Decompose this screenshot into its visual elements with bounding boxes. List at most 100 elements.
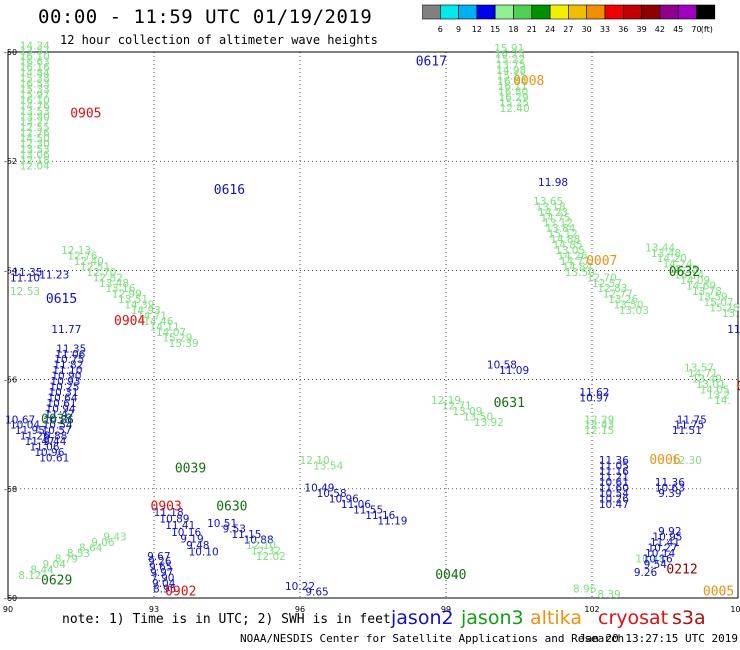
- wave-height-value: 13.01: [696, 379, 726, 391]
- wave-height-value: 13.84: [545, 223, 575, 235]
- wave-height-value: 10.51: [207, 518, 237, 530]
- scale-tick-label: 39: [637, 25, 647, 34]
- pass-time-label: 0902: [165, 584, 196, 599]
- wave-height-value: 13.49: [692, 373, 722, 385]
- wave-height-value: 12.15: [584, 425, 614, 437]
- wave-height-value: 13.48: [651, 248, 681, 260]
- wave-height-value: 14.84: [20, 68, 50, 80]
- footer-note: note: 1) Time is in UTC; 2) SWH is in fe…: [62, 612, 391, 627]
- wave-height-value: 14.84: [562, 261, 592, 273]
- footer-timestamp: Jan 20 13:27:15 UTC 2019: [579, 632, 738, 645]
- lat-tick-label: -60: [4, 594, 17, 603]
- wave-height-value: 9.67: [147, 551, 170, 563]
- pass-time-label: 0617: [416, 55, 447, 70]
- wave-height-value: 13.53: [20, 144, 50, 156]
- wave-height-value: 13.03: [619, 305, 649, 317]
- wave-height-value: 13.80: [20, 111, 50, 123]
- wave-height-value: 13.78: [692, 286, 722, 298]
- wave-height-value: 16.80: [498, 87, 528, 99]
- wave-height-value: 12.32: [251, 545, 281, 557]
- wave-height-value: 11.23: [39, 270, 69, 282]
- wave-height-value: 8.39: [597, 589, 620, 601]
- wave-height-value: 14.98: [496, 65, 526, 77]
- wave-height-value: 13.57: [20, 46, 50, 58]
- wave-height-value: 13.50: [613, 300, 643, 312]
- pass-time-label: 0616: [214, 183, 245, 198]
- wave-height-value: 11.36: [655, 477, 685, 489]
- wave-height-value: 13.26: [608, 294, 638, 306]
- wave-height-value: 14.11: [150, 321, 180, 333]
- wave-height-value: 12.02: [256, 551, 286, 563]
- wave-height-value: 10.75: [54, 354, 84, 366]
- wave-height-value: 9.92: [658, 526, 681, 538]
- wave-height-value: 13.57: [684, 362, 714, 374]
- pass-time-label: 0904: [114, 314, 145, 329]
- pass-time-label: 0: [737, 380, 740, 395]
- wave-height-value: 14.39: [124, 300, 154, 312]
- wave-height-value: 9.43: [103, 532, 126, 544]
- pass-time-label: 0040: [435, 568, 466, 583]
- wave-height-value: 9.65: [305, 586, 328, 598]
- wave-height-value: 9.97: [150, 567, 173, 579]
- wave-height-value: 11.21: [599, 472, 629, 484]
- wave-height-value: 10.26: [599, 493, 629, 505]
- wave-height-value: 11.77: [51, 324, 81, 336]
- lat-tick-label: -58: [4, 485, 17, 494]
- pass-time-label: 0038: [41, 412, 72, 427]
- wave-height-value: 11.95: [15, 425, 45, 437]
- wave-height-value: 13.06: [20, 149, 50, 161]
- wave-height-value: 15.39: [169, 338, 199, 350]
- scale-tick-label: 70: [691, 25, 701, 34]
- pass-time-label: 0905: [70, 107, 101, 122]
- legend-cryosat: cryosat: [598, 607, 669, 629]
- wave-height-value: 13.75: [496, 59, 526, 71]
- wave-height-value: 14.71: [137, 311, 167, 323]
- wave-height-value: 16.10: [20, 95, 50, 107]
- wave-height-value: 8.79: [55, 554, 78, 566]
- wave-height-value: 13.51: [118, 294, 148, 306]
- wave-height-value: 15.12: [548, 229, 578, 241]
- wave-height-value: 11.36: [599, 455, 629, 467]
- wave-height-value: 12.83: [597, 283, 627, 295]
- wave-height-value: 14.50: [20, 133, 50, 145]
- legend-s3a: s3a: [672, 607, 706, 629]
- wave-height-value: 10.48: [635, 554, 665, 566]
- scale-tick-label: 45: [673, 25, 683, 34]
- wave-height-value: 12.30: [20, 139, 50, 151]
- footer-credit: NOAA/NESDIS Center for Satellite Applica…: [240, 632, 625, 645]
- wave-height-value: 13.05: [555, 245, 585, 257]
- wave-height-value: 16.63: [20, 57, 50, 69]
- legend-jason2: jason2: [391, 607, 454, 629]
- scale-tick-label: 18: [508, 25, 518, 34]
- wave-height-value: 13.50: [463, 412, 493, 424]
- wave-height-value: 11.75: [674, 420, 704, 432]
- wave-height-value: 10.94: [46, 403, 76, 415]
- wave-height-value: 12.29: [584, 414, 614, 426]
- wave-height-value: 14.46: [143, 316, 173, 328]
- wave-height-value: 12.40: [500, 103, 530, 115]
- pass-time-label: 0212: [666, 562, 697, 577]
- scale-unit: (ft): [701, 25, 713, 34]
- wave-height-value: 13.65: [533, 196, 563, 208]
- wave-height-value: 11.62: [579, 387, 609, 399]
- lon-tick-label: 99: [441, 605, 451, 614]
- wave-height-value: 14.34: [20, 40, 50, 52]
- wave-height-value: 14.69: [686, 281, 716, 293]
- wave-height-value: 10.57: [42, 425, 72, 437]
- wave-height-value: 13.2: [707, 390, 730, 402]
- wave-height-value: 9.06: [91, 537, 115, 549]
- wave-height-value: 15.97: [20, 89, 50, 101]
- wave-height-value: 12.76: [67, 250, 97, 262]
- lon-tick-label: 105: [730, 605, 740, 614]
- lon-tick-label: 96: [295, 605, 305, 614]
- wave-height-value: 12.76: [20, 128, 50, 140]
- lat-tick-label: -50: [4, 48, 17, 57]
- wave-height-value: 16.16: [20, 62, 50, 74]
- wave-height-value: 13.50: [565, 267, 595, 279]
- wave-height-value: 10.61: [47, 398, 77, 410]
- wave-height-value: 11.06: [55, 349, 85, 361]
- wave-height-value: 14.24: [663, 259, 693, 271]
- wave-height-value: 14.05: [700, 384, 730, 396]
- wave-height-value: 15.25: [499, 98, 529, 110]
- wave-height-value: 13.92: [474, 417, 504, 429]
